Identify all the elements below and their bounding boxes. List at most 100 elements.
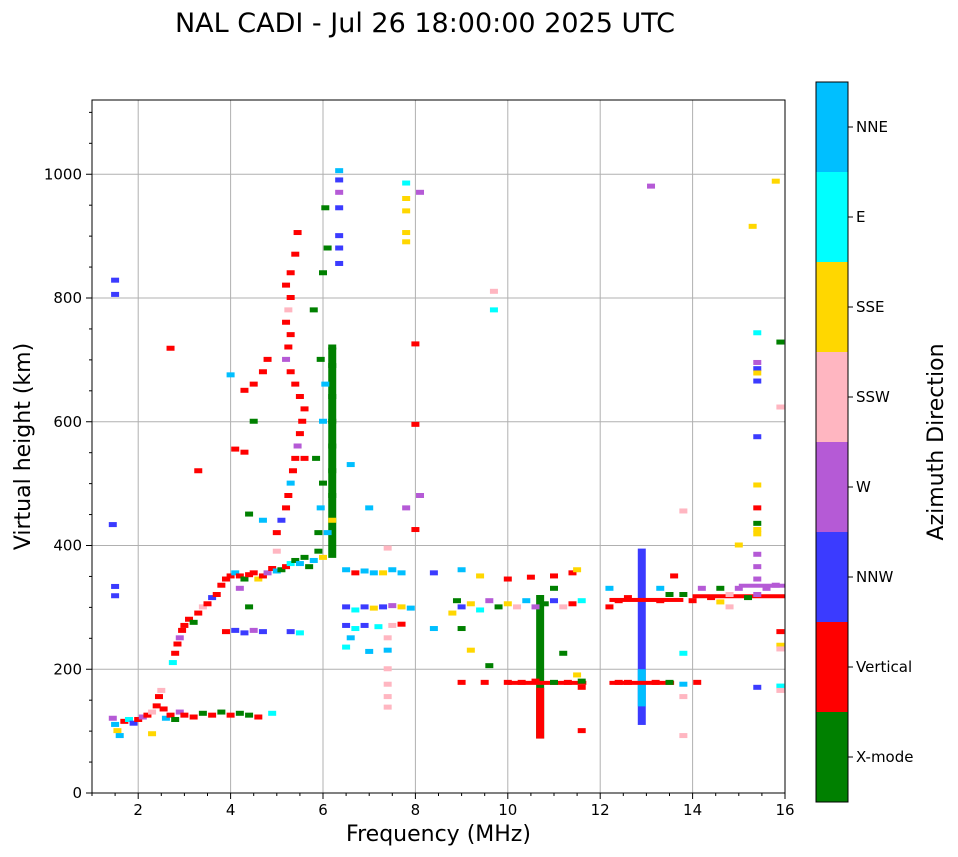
data-point <box>503 576 512 582</box>
data-point <box>753 434 762 440</box>
data-point <box>335 245 344 251</box>
horizontal-trace <box>507 680 587 685</box>
data-point <box>383 666 392 672</box>
data-point <box>753 520 762 526</box>
data-point <box>679 681 688 687</box>
data-point <box>226 372 235 378</box>
data-point <box>286 295 295 300</box>
data-point <box>513 604 522 610</box>
data-point <box>143 712 152 718</box>
data-point <box>577 598 586 604</box>
data-point <box>614 598 623 604</box>
data-point <box>231 570 240 576</box>
data-point <box>457 679 466 685</box>
x-tick-label: 16 <box>775 801 794 819</box>
data-point <box>614 679 623 685</box>
data-point <box>148 709 157 715</box>
data-point <box>328 443 337 449</box>
data-point <box>108 715 117 721</box>
vertical-trace <box>637 548 646 725</box>
data-point <box>342 567 351 573</box>
colorbar-swatch <box>816 82 848 172</box>
data-point <box>240 387 249 393</box>
data-point <box>670 573 679 579</box>
data-point <box>217 582 226 588</box>
data-point <box>231 446 240 452</box>
data-point <box>249 418 258 424</box>
data-point <box>268 710 277 716</box>
data-point <box>388 567 397 573</box>
y-tick-label: 0 <box>72 784 82 802</box>
data-point <box>776 646 785 652</box>
data-point <box>240 630 249 636</box>
data-point <box>245 712 254 718</box>
data-point <box>744 595 753 601</box>
colorbar: X-mode Vertical NNW W SSW SSE E NNE <box>815 81 913 803</box>
x-tick-label: 6 <box>318 801 328 819</box>
data-point <box>284 344 293 350</box>
data-point <box>319 270 327 276</box>
data-point <box>272 568 281 574</box>
data-point <box>221 629 230 635</box>
data-point <box>369 605 378 611</box>
data-point <box>208 595 217 601</box>
data-point <box>753 527 762 533</box>
data-point <box>411 527 420 533</box>
data-point <box>268 566 277 572</box>
data-point <box>346 462 355 468</box>
data-point <box>550 679 558 685</box>
data-point <box>365 505 374 511</box>
x-axis-ticks: 2 4 6 8 10 12 14 16 <box>91 793 795 819</box>
data-point <box>286 561 295 567</box>
colorbar-label: Vertical <box>856 658 912 676</box>
horizontal-trace <box>738 583 785 588</box>
data-point <box>762 585 771 591</box>
data-point <box>489 288 498 294</box>
data-point <box>263 570 272 576</box>
data-point <box>411 421 420 427</box>
data-point <box>623 679 632 685</box>
data-point <box>489 307 498 313</box>
data-point <box>573 672 582 678</box>
data-point <box>605 604 614 610</box>
data-point <box>402 230 411 236</box>
data-point <box>208 712 217 718</box>
data-point <box>284 307 293 313</box>
data-point <box>240 449 249 455</box>
x-tick-label: 14 <box>683 801 702 819</box>
data-point <box>120 718 129 724</box>
data-point <box>457 604 466 610</box>
data-point <box>258 629 267 635</box>
data-point <box>254 576 263 582</box>
data-point <box>379 604 388 610</box>
data-point <box>577 728 586 734</box>
data-point <box>198 710 207 716</box>
data-point <box>383 545 392 551</box>
data-point <box>173 641 182 647</box>
data-point <box>185 616 194 622</box>
data-point <box>550 585 558 591</box>
data-point <box>194 468 203 474</box>
y-tick-label: 600 <box>53 413 82 431</box>
colorbar-label: SSW <box>856 388 890 406</box>
data-point <box>485 598 494 604</box>
data-point <box>286 270 295 276</box>
data-point <box>203 601 212 607</box>
data-point <box>171 716 180 722</box>
data-point <box>111 593 120 599</box>
data-point <box>351 570 360 576</box>
data-point <box>679 508 688 514</box>
data-point <box>503 601 512 607</box>
data-point <box>753 366 762 372</box>
data-point <box>111 277 120 283</box>
data-point <box>111 291 120 297</box>
data-point <box>369 570 378 576</box>
horizontal-trace <box>609 680 675 685</box>
data-point <box>411 341 420 347</box>
vertical-trace <box>328 347 337 558</box>
data-point <box>753 370 762 376</box>
data-point <box>383 694 392 700</box>
data-point <box>397 570 406 576</box>
data-point <box>300 455 309 461</box>
data-point <box>753 551 762 557</box>
